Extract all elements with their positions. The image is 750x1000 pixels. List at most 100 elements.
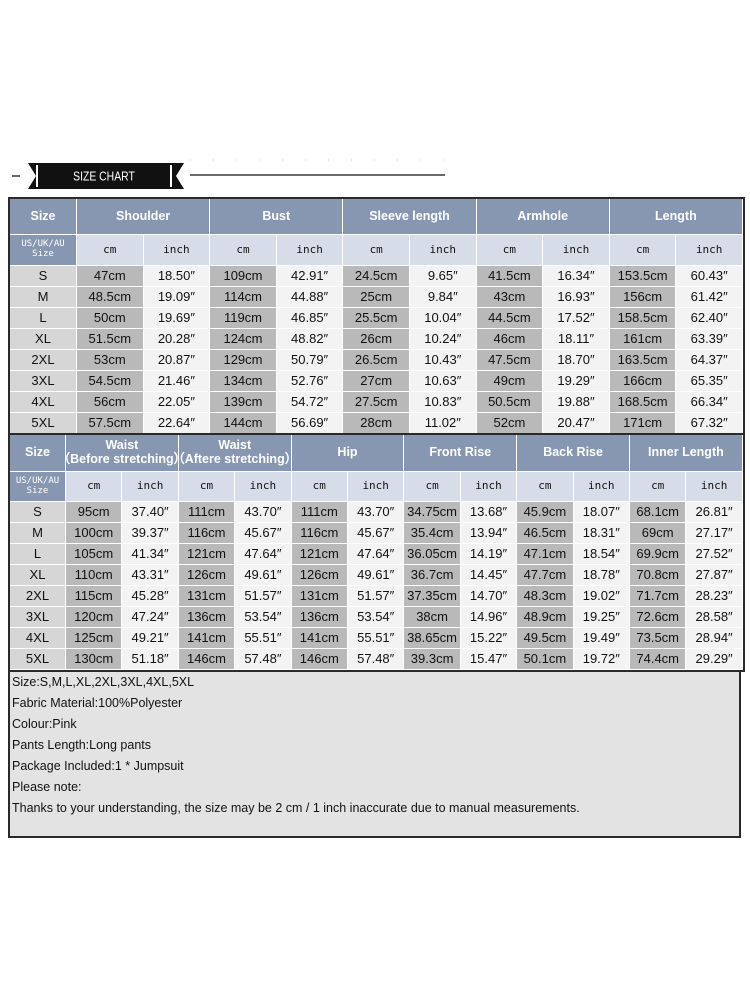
text: 64.37″ (690, 351, 728, 367)
text: cm (87, 479, 101, 493)
banner: SIZE CHART (12, 159, 445, 189)
value-cell: 47.5cm (476, 350, 544, 371)
text: inch (136, 479, 164, 493)
value-cell: 46.85″ (276, 308, 344, 329)
text: cm (538, 479, 552, 493)
text: 70.8cm (636, 566, 680, 582)
text: 26.81″ (695, 503, 733, 519)
value-cell: 28cm (343, 413, 410, 434)
text: 28.23″ (695, 587, 733, 603)
value-cell: 141cm (178, 628, 236, 649)
text: 52cm (493, 414, 526, 430)
value-cell: 49cm (476, 371, 544, 392)
value-cell: 22.64″ (143, 413, 211, 434)
note-line: Colour:Pink (12, 717, 77, 731)
value-cell: 52cm (476, 413, 544, 434)
value-cell: 27.52″ (686, 544, 743, 565)
text: 130cm (74, 650, 114, 666)
value-cell: 10.83″ (410, 392, 477, 413)
text: 47.24″ (131, 608, 169, 624)
size-cell: 4XL (10, 392, 77, 413)
title-badge (28, 163, 184, 189)
text: 158.5cm (617, 309, 668, 325)
value-cell: 131cm (178, 586, 236, 607)
value-cell: 21.46″ (143, 371, 211, 392)
text: 136cm (299, 608, 339, 624)
value-cell: 41.34″ (122, 544, 179, 565)
text: 153.5cm (617, 267, 668, 283)
value-cell: 171cm (609, 413, 677, 434)
text: 13.68″ (469, 503, 508, 519)
column-header: Front Rise (404, 435, 518, 472)
text: Size (32, 249, 54, 259)
text: 166cm (623, 372, 663, 388)
value-cell: 48.82″ (276, 329, 344, 350)
text: 22.64″ (157, 414, 195, 430)
value-cell: 49.5cm (517, 628, 574, 649)
text: 121cm (186, 545, 226, 561)
text: 48.3cm (523, 587, 567, 603)
text: 141cm (186, 629, 226, 645)
text: 43.31″ (131, 566, 169, 582)
value-cell: 18.11″ (543, 329, 610, 350)
text: 53.54″ (244, 608, 282, 624)
text: 43cm (493, 288, 526, 304)
text: 115cm (74, 587, 113, 603)
value-cell: 49.61″ (235, 565, 292, 586)
value-cell: 57.48″ (348, 649, 405, 670)
value-cell: 43.70″ (348, 502, 405, 523)
value-cell: 39.37″ (122, 523, 179, 544)
size-cell: XL (10, 565, 66, 586)
value-cell: 119cm (210, 308, 277, 329)
value-cell: 44.5cm (476, 308, 544, 329)
title: SIZE CHART (73, 169, 135, 183)
value-cell: 139cm (210, 392, 277, 413)
size-cell: XL (10, 329, 77, 350)
text: 114cm (223, 288, 263, 304)
value-cell: 9.84″ (410, 287, 477, 308)
text: 129cm (223, 351, 263, 367)
text: 45.9cm (523, 503, 567, 519)
text: 51.57″ (357, 587, 395, 603)
column-header: Armhole (476, 199, 610, 235)
value-cell: 121cm (178, 544, 236, 565)
column-header: Length (609, 199, 743, 235)
size-cell: M (10, 523, 66, 544)
text: 63.39″ (690, 330, 728, 346)
note-line: Fabric Material:100%Polyester (12, 696, 183, 710)
text: 57.5cm (88, 414, 132, 430)
text: 60.43″ (690, 267, 728, 283)
text: 41.5cm (488, 267, 531, 283)
unit-header: inch (235, 472, 292, 502)
text: 163.5cm (617, 351, 668, 367)
text: 27.52″ (695, 545, 733, 561)
value-cell: 54.5cm (77, 371, 144, 392)
column-header: Hip (291, 435, 405, 472)
size-table: Size Waist （Before stretching） Waist （Aftere… (8, 433, 745, 672)
notes: Size:S,M,L,XL,2XL,3XL,4XL,5XL Fabric Mate… (8, 668, 741, 838)
value-cell: 26cm (343, 329, 410, 350)
badge-line (170, 165, 172, 187)
value-cell: 53.54″ (348, 607, 405, 628)
value-cell: 45.9cm (517, 502, 574, 523)
value-cell: 67.32″ (676, 413, 743, 434)
value-cell: 47.24″ (122, 607, 179, 628)
size-label: US/UK/AU Size (10, 235, 77, 266)
value-cell: 18.50″ (143, 266, 211, 287)
value-cell: 10.43″ (410, 350, 477, 371)
value-cell: 29.29″ (686, 649, 743, 670)
value-cell: 55.51″ (348, 628, 405, 649)
text: 10.63″ (424, 372, 462, 388)
note-line: Thanks to your understanding, the size m… (12, 801, 580, 815)
text: inch (475, 479, 502, 493)
text: cm (635, 242, 650, 256)
text: 109cm (223, 267, 263, 283)
text: XL (35, 330, 51, 346)
value-cell: 41.5cm (476, 266, 544, 287)
unit-header: cm (630, 472, 687, 502)
text: L (33, 545, 42, 561)
note-line: Please note: (12, 780, 82, 794)
text: cm (502, 242, 517, 256)
text: inch (695, 242, 723, 256)
